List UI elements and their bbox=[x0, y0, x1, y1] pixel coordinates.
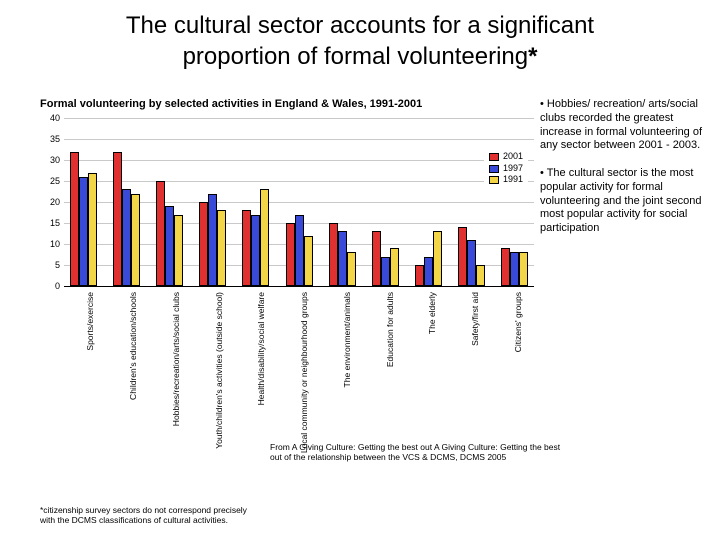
legend-swatch bbox=[489, 176, 499, 184]
bar-group bbox=[452, 118, 491, 286]
bar bbox=[79, 177, 88, 286]
x-label: Youth/children's activities (outside sch… bbox=[192, 286, 235, 436]
y-tick-label: 5 bbox=[40, 260, 60, 270]
bar-group bbox=[323, 118, 362, 286]
bar bbox=[122, 189, 131, 286]
y-tick-label: 15 bbox=[40, 218, 60, 228]
x-label: Hobbies/recreation/arts/social clubs bbox=[149, 286, 192, 436]
bar-group bbox=[409, 118, 448, 286]
x-label: Education for adults bbox=[363, 286, 406, 436]
bar bbox=[286, 223, 295, 286]
bar bbox=[415, 265, 424, 286]
bar bbox=[347, 252, 356, 286]
y-tick-label: 25 bbox=[40, 176, 60, 186]
x-label: The elderly bbox=[406, 286, 449, 436]
x-label: Children's education/schools bbox=[107, 286, 150, 436]
y-tick-label: 0 bbox=[40, 281, 60, 291]
bar-group bbox=[150, 118, 189, 286]
bar bbox=[467, 240, 476, 286]
x-label: Citizens' groups bbox=[491, 286, 534, 436]
y-axis: 0510152025303540 bbox=[40, 118, 62, 286]
y-tick-label: 30 bbox=[40, 155, 60, 165]
chart-subtitle: Formal volunteering by selected activiti… bbox=[40, 98, 540, 118]
bar bbox=[242, 210, 251, 286]
bar bbox=[70, 152, 79, 286]
y-tick-label: 40 bbox=[40, 113, 60, 123]
x-label: Health/disability/social welfare bbox=[235, 286, 278, 436]
x-label: Sports/exercise bbox=[64, 286, 107, 436]
side-text-column: • Hobbies/ recreation/ arts/social clubs… bbox=[540, 98, 720, 540]
legend-row: 1991 bbox=[489, 174, 523, 186]
bar bbox=[295, 215, 304, 286]
bar-group bbox=[107, 118, 146, 286]
bar bbox=[304, 236, 313, 286]
y-tick-label: 20 bbox=[40, 197, 60, 207]
title-asterisk: * bbox=[528, 43, 537, 70]
bar bbox=[260, 189, 269, 286]
bar bbox=[329, 223, 338, 286]
bar bbox=[165, 206, 174, 286]
legend-row: 2001 bbox=[489, 151, 523, 163]
bar bbox=[424, 257, 433, 286]
x-label: The environment/animals bbox=[320, 286, 363, 436]
bar bbox=[199, 202, 208, 286]
chart-column: Formal volunteering by selected activiti… bbox=[0, 98, 540, 540]
legend-label: 1991 bbox=[503, 174, 523, 186]
chart-plot bbox=[64, 118, 534, 286]
bar bbox=[156, 181, 165, 286]
bar bbox=[88, 173, 97, 286]
x-label: Safety/first aid bbox=[449, 286, 492, 436]
bar bbox=[174, 215, 183, 286]
y-tick-label: 35 bbox=[40, 134, 60, 144]
legend-swatch bbox=[489, 165, 499, 173]
bar-group bbox=[279, 118, 318, 286]
legend-row: 1997 bbox=[489, 163, 523, 175]
bar-group bbox=[495, 118, 534, 286]
legend-label: 1997 bbox=[503, 163, 523, 175]
bar bbox=[433, 231, 442, 286]
bar bbox=[251, 215, 260, 286]
bullet-1: • Hobbies/ recreation/ arts/social clubs… bbox=[540, 98, 710, 153]
bar bbox=[390, 248, 399, 286]
main-content: Formal volunteering by selected activiti… bbox=[0, 98, 720, 540]
footnote: *citizenship survey sectors do not corre… bbox=[40, 506, 260, 526]
bar bbox=[113, 152, 122, 286]
bar-group bbox=[236, 118, 275, 286]
bar bbox=[217, 210, 226, 286]
legend-swatch bbox=[489, 153, 499, 161]
bar-group bbox=[366, 118, 405, 286]
bar bbox=[458, 227, 467, 286]
bar bbox=[131, 194, 140, 286]
bar-group bbox=[193, 118, 232, 286]
title-line-2: proportion of formal volunteering bbox=[183, 43, 529, 70]
bar bbox=[338, 231, 347, 286]
y-tick-label: 10 bbox=[40, 239, 60, 249]
bullet-2: • The cultural sector is the most popula… bbox=[540, 167, 710, 236]
bar bbox=[476, 265, 485, 286]
bar bbox=[510, 252, 519, 286]
x-label: Local community or neighbourhood groups bbox=[278, 286, 321, 436]
bar bbox=[208, 194, 217, 286]
x-axis-labels: Sports/exerciseChildren's education/scho… bbox=[64, 286, 534, 436]
source-credit: From A Giving Culture: Getting the best … bbox=[270, 442, 570, 462]
page-title: The cultural sector accounts for a signi… bbox=[0, 0, 720, 72]
bar bbox=[381, 257, 390, 286]
chart-legend: 200119971991 bbox=[484, 148, 528, 189]
title-line-1: The cultural sector accounts for a signi… bbox=[126, 12, 594, 39]
bar-group bbox=[64, 118, 103, 286]
bar bbox=[501, 248, 510, 286]
bar bbox=[372, 231, 381, 286]
legend-label: 2001 bbox=[503, 151, 523, 163]
chart-area: 0510152025303540 200119971991 bbox=[64, 118, 534, 286]
bar bbox=[519, 252, 528, 286]
